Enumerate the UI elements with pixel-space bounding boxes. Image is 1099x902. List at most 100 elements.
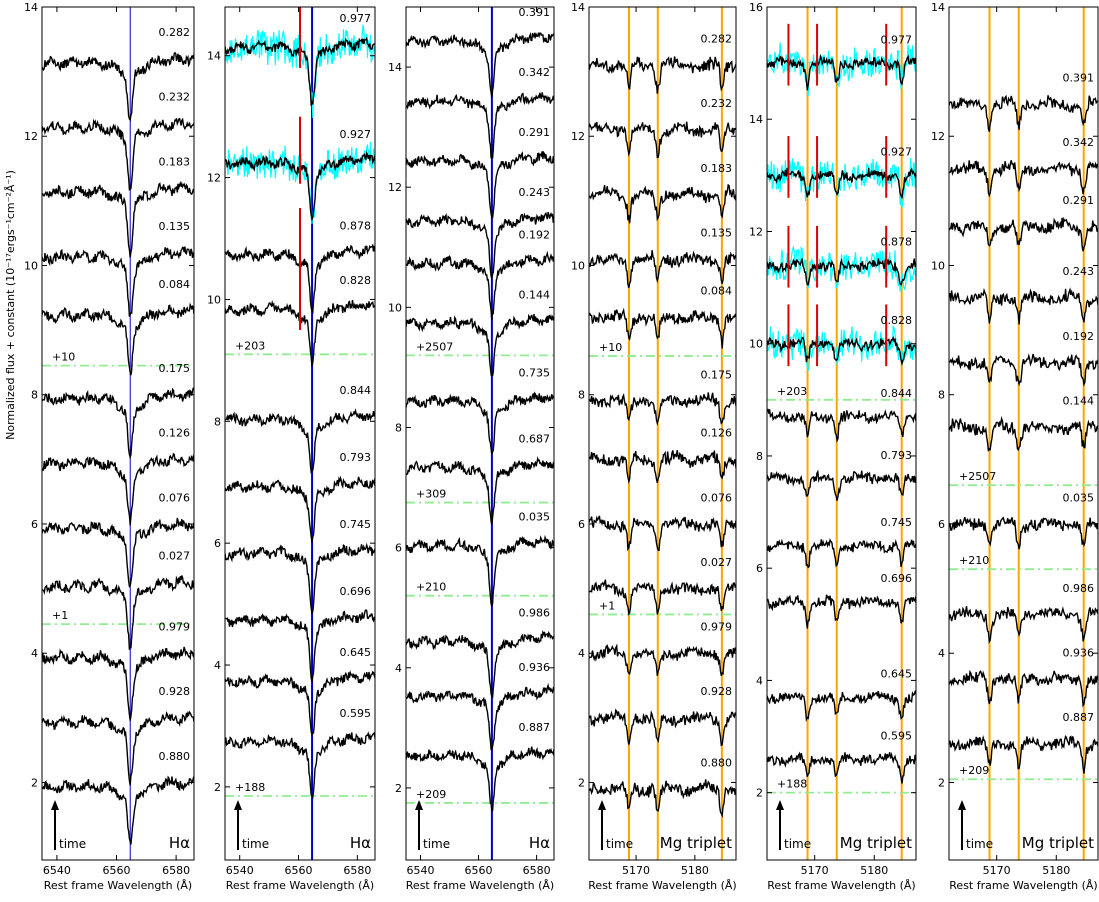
panel-6: +209 +210 +2507 0.887 0.936 0.986 0.035 0.144 0.… bbox=[931, 1, 1099, 892]
phase-label: 0.687 bbox=[519, 433, 551, 446]
spectrum-line bbox=[767, 408, 916, 443]
spectrum-line bbox=[42, 710, 194, 786]
y-tick-label: 6 bbox=[31, 518, 38, 531]
phase-label: 0.232 bbox=[701, 97, 733, 110]
spectrum-line bbox=[406, 629, 554, 699]
separator-label: +2507 bbox=[959, 470, 996, 483]
plot-area bbox=[42, 7, 194, 860]
phase-label: 0.243 bbox=[519, 186, 551, 199]
spectrum-line bbox=[767, 53, 916, 91]
spectrum-line bbox=[589, 392, 736, 426]
panel-3: +209 +210 +309 +2507 0.887 0.936 0.986 0.035 0.6… bbox=[388, 6, 555, 892]
x-tick-label: 5170 bbox=[622, 864, 650, 877]
x-tick-label: 6560 bbox=[285, 864, 313, 877]
spectrum-line bbox=[42, 775, 194, 845]
phase-label: 0.027 bbox=[159, 550, 191, 563]
spectrum-line bbox=[767, 751, 916, 784]
spectrum-line bbox=[949, 353, 1098, 388]
y-tick-label: 2 bbox=[578, 776, 585, 789]
spectrum-line bbox=[949, 216, 1098, 252]
x-axis-label: Rest frame Wavelength (Å) bbox=[949, 879, 1097, 892]
plot-area bbox=[949, 7, 1098, 860]
spectrum-line bbox=[406, 534, 554, 607]
phase-label: 0.880 bbox=[701, 756, 733, 769]
y-tick-label: 4 bbox=[756, 674, 763, 687]
spectrum-line bbox=[589, 779, 736, 819]
spectrum-line bbox=[589, 708, 736, 747]
spectrum-line bbox=[949, 415, 1098, 452]
spectrum-line bbox=[589, 515, 736, 552]
y-tick-label: 10 bbox=[571, 259, 585, 272]
y-tick-label: 8 bbox=[395, 421, 402, 434]
y-tick-label: 4 bbox=[578, 647, 585, 660]
y-tick-label: 10 bbox=[388, 301, 402, 314]
line-label: Hα bbox=[350, 834, 371, 852]
y-tick-label: 4 bbox=[214, 659, 221, 672]
phase-label: 0.135 bbox=[159, 220, 191, 233]
phase-label: 0.793 bbox=[881, 449, 913, 462]
x-tick-label: 5180 bbox=[681, 864, 709, 877]
arrow-head-icon bbox=[598, 800, 606, 810]
phase-label: 0.192 bbox=[1063, 330, 1095, 343]
phase-label: 0.878 bbox=[340, 219, 372, 232]
phase-label: 0.645 bbox=[340, 646, 372, 659]
y-axis-label: Normalized flux + constant (10⁻¹⁷ergs⁻¹c… bbox=[4, 170, 17, 440]
x-tick-label: 6540 bbox=[226, 864, 254, 877]
phase-label: 0.183 bbox=[159, 155, 191, 168]
arrow-head-icon bbox=[958, 800, 966, 810]
axes-frame bbox=[588, 6, 737, 861]
separator-label: +1 bbox=[52, 609, 68, 622]
arrow-head-icon bbox=[415, 800, 423, 810]
phase-label: 0.175 bbox=[159, 362, 191, 375]
y-tick-label: 2 bbox=[938, 776, 945, 789]
spectrum-line bbox=[406, 211, 554, 281]
x-axis-label: Rest frame Wavelength (Å) bbox=[588, 879, 736, 892]
phase-label: 0.928 bbox=[701, 685, 733, 698]
phase-label: 0.927 bbox=[340, 128, 372, 141]
phase-label: 0.844 bbox=[881, 387, 913, 400]
y-tick-label: 6 bbox=[756, 562, 763, 575]
y-tick-label: 4 bbox=[31, 647, 38, 660]
separator-label: +209 bbox=[416, 788, 446, 801]
separator-label: +188 bbox=[235, 781, 265, 794]
spectrum-line bbox=[767, 257, 916, 286]
plot-area bbox=[589, 7, 736, 860]
time-label: time bbox=[784, 837, 811, 851]
y-tick-label: 10 bbox=[931, 259, 945, 272]
spectrum-line bbox=[42, 246, 194, 317]
phase-label: 0.243 bbox=[1063, 265, 1095, 278]
spectrum-line bbox=[225, 542, 375, 616]
separator-label: +203 bbox=[777, 385, 807, 398]
spectrum-line bbox=[406, 250, 554, 321]
x-tick-label: 6540 bbox=[43, 864, 71, 877]
phase-label: 0.745 bbox=[881, 516, 913, 529]
x-axis-label: Rest frame Wavelength (Å) bbox=[767, 879, 915, 892]
spectrum-line bbox=[406, 313, 554, 377]
line-label: Hα bbox=[529, 834, 550, 852]
spectrum-line bbox=[949, 516, 1098, 550]
separator-label: +210 bbox=[416, 581, 446, 594]
phase-label: 0.986 bbox=[519, 607, 551, 620]
spectrum-line bbox=[406, 746, 554, 812]
spectrum-line bbox=[42, 51, 194, 122]
spectrum-line bbox=[767, 469, 916, 501]
phase-label: 0.126 bbox=[701, 427, 733, 440]
phase-label: 0.979 bbox=[159, 621, 191, 634]
spectrum-line bbox=[589, 121, 736, 159]
phase-label: 0.076 bbox=[159, 491, 191, 504]
y-tick-label: 10 bbox=[207, 293, 221, 306]
spectrum-line bbox=[42, 302, 194, 376]
spectrum-line bbox=[767, 167, 916, 199]
y-tick-label: 12 bbox=[931, 130, 945, 143]
spectrum-line bbox=[225, 609, 375, 683]
line-label: Mg triplet bbox=[660, 834, 732, 852]
phase-label: 0.595 bbox=[881, 729, 913, 742]
spectrum-line bbox=[767, 538, 916, 569]
spectrum-line bbox=[949, 606, 1098, 645]
y-tick-label: 6 bbox=[578, 518, 585, 531]
time-label: time bbox=[966, 837, 993, 851]
spectrum-line bbox=[42, 387, 194, 460]
y-tick-label: 12 bbox=[388, 181, 402, 194]
